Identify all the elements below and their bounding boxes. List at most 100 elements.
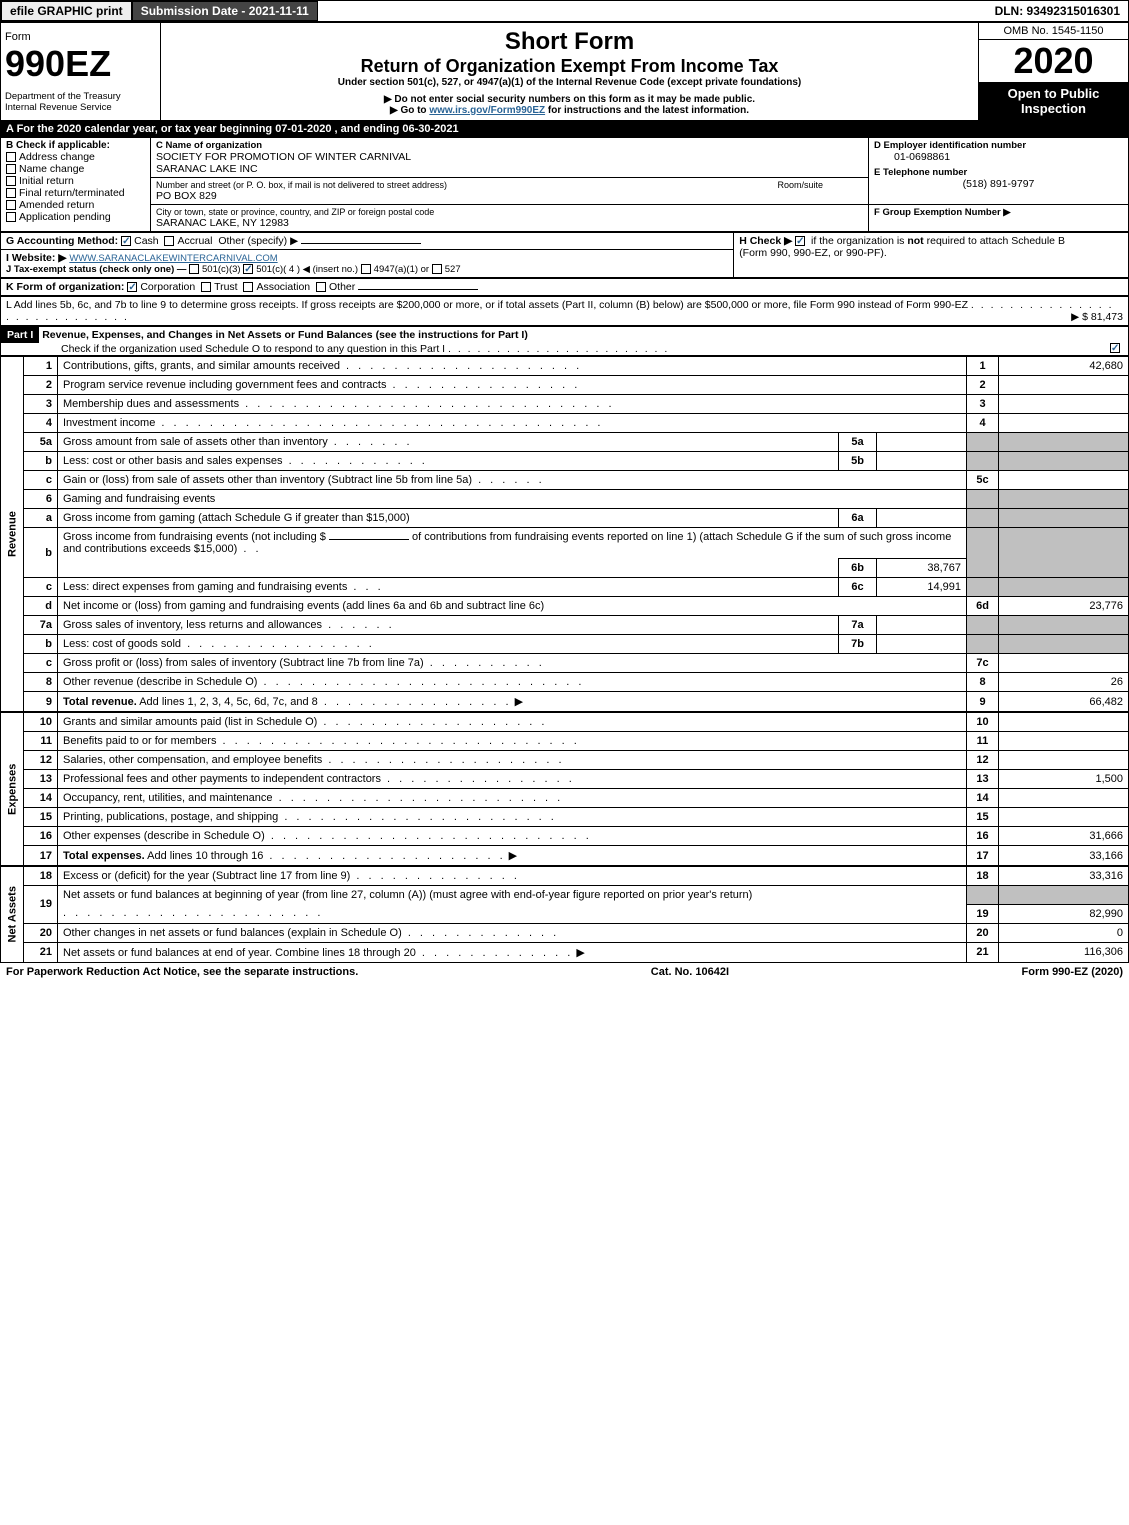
org-name-2: SARANAC LAKE INC xyxy=(156,163,863,175)
line-4-val xyxy=(999,414,1129,433)
line-6b-sub: 6b xyxy=(839,559,877,578)
line-20-desc: Other changes in net assets or fund bala… xyxy=(58,923,967,942)
check-address-change[interactable]: Address change xyxy=(6,151,145,163)
footer-left: For Paperwork Reduction Act Notice, see … xyxy=(6,966,358,978)
line-11-desc: Benefits paid to or for members . . . . … xyxy=(58,732,967,751)
irs-link[interactable]: www.irs.gov/Form990EZ xyxy=(429,105,545,116)
phone-value: (518) 891-9797 xyxy=(874,178,1123,190)
line-6b-rnum-gray xyxy=(967,528,999,578)
line-14-rnum: 14 xyxy=(967,789,999,808)
line-20-val: 0 xyxy=(999,923,1129,942)
check-501c[interactable] xyxy=(243,264,253,274)
expenses-table: Expenses 10 Grants and similar amounts p… xyxy=(0,712,1129,866)
line-6c-val-gray xyxy=(999,578,1129,597)
line-6-desc: Gaming and fundraising events xyxy=(58,490,967,509)
check-501c3[interactable] xyxy=(189,264,199,274)
line-7b-sub: 7b xyxy=(839,635,877,654)
part-i-title: Revenue, Expenses, and Changes in Net As… xyxy=(42,329,528,341)
section-h-title: H Check ▶ xyxy=(739,235,792,247)
line-13-val: 1,500 xyxy=(999,770,1129,789)
line-6b-blank-field[interactable] xyxy=(329,539,409,540)
line-1-desc: Contributions, gifts, grants, and simila… xyxy=(58,357,967,376)
check-association[interactable] xyxy=(243,282,253,292)
top-bar: efile GRAPHIC print Submission Date - 20… xyxy=(0,0,1129,22)
line-17-desc: Total expenses. Add lines 10 through 16 … xyxy=(58,846,967,866)
check-corporation[interactable] xyxy=(127,282,137,292)
line-6-rnum-gray xyxy=(967,490,999,509)
submission-date-button[interactable]: Submission Date - 2021-11-11 xyxy=(132,1,318,21)
line-18-val: 33,316 xyxy=(999,867,1129,886)
line-7c-desc: Gross profit or (loss) from sales of inv… xyxy=(58,654,967,673)
part-i-check-text: Check if the organization used Schedule … xyxy=(61,343,445,355)
line-17-rnum: 17 xyxy=(967,846,999,866)
line-4-rnum: 4 xyxy=(967,414,999,433)
line-15-val xyxy=(999,808,1129,827)
line-18-rnum: 18 xyxy=(967,867,999,886)
check-other-org[interactable] xyxy=(316,282,326,292)
check-initial-return[interactable]: Initial return xyxy=(6,175,145,187)
website-link[interactable]: WWW.SARANACLAKEWINTERCARNIVAL.COM xyxy=(69,253,277,264)
line-6b-val-gray xyxy=(999,528,1129,578)
revenue-label: Revenue xyxy=(1,357,24,712)
section-i-title: I Website: ▶ xyxy=(6,252,66,264)
other-specify-field[interactable] xyxy=(301,243,421,244)
line-12-val xyxy=(999,751,1129,770)
line-5c-rnum: 5c xyxy=(967,471,999,490)
check-amended-return[interactable]: Amended return xyxy=(6,199,145,211)
line-20-rnum: 20 xyxy=(967,923,999,942)
net-assets-table: Net Assets 18 Excess or (deficit) for th… xyxy=(0,866,1129,963)
line-6-val-gray xyxy=(999,490,1129,509)
tax-year: 2020 xyxy=(979,40,1128,82)
line-7a-val-gray xyxy=(999,616,1129,635)
efile-print-button[interactable]: efile GRAPHIC print xyxy=(1,1,132,21)
line-5c-val xyxy=(999,471,1129,490)
line-5b-desc: Less: cost or other basis and sales expe… xyxy=(58,452,839,471)
line-16-rnum: 16 xyxy=(967,827,999,846)
section-b-title: B Check if applicable: xyxy=(6,140,145,151)
check-name-change[interactable]: Name change xyxy=(6,163,145,175)
net-assets-label: Net Assets xyxy=(1,867,24,963)
addr-label: Number and street (or P. O. box, if mail… xyxy=(156,180,863,190)
city-label: City or town, state or province, country… xyxy=(156,207,863,217)
other-org-field[interactable] xyxy=(358,289,478,290)
section-l-text: L Add lines 5b, 6c, and 7b to line 9 to … xyxy=(6,299,968,311)
check-trust[interactable] xyxy=(201,282,211,292)
line-6b-subval: 38,767 xyxy=(877,559,967,578)
section-g-title: G Accounting Method: xyxy=(6,235,118,247)
other-specify: Other (specify) ▶ xyxy=(218,235,298,247)
line-19-rnum-gray xyxy=(967,886,999,905)
line-2-desc: Program service revenue including govern… xyxy=(58,376,967,395)
line-6d-val: 23,776 xyxy=(999,597,1129,616)
check-4947[interactable] xyxy=(361,264,371,274)
part-i-header: Part I Revenue, Expenses, and Changes in… xyxy=(0,326,1129,356)
line-21-val: 116,306 xyxy=(999,942,1129,962)
line-4-desc: Investment income . . . . . . . . . . . … xyxy=(58,414,967,433)
sections-g-h: G Accounting Method: Cash Accrual Other … xyxy=(0,232,1129,278)
line-7b-val-gray xyxy=(999,635,1129,654)
line-13-desc: Professional fees and other payments to … xyxy=(58,770,967,789)
line-6c-subval: 14,991 xyxy=(877,578,967,597)
check-cash[interactable] xyxy=(121,236,131,246)
part-i-schedule-o-check[interactable] xyxy=(1110,343,1120,353)
irs-label: Internal Revenue Service xyxy=(5,102,156,113)
city-value: SARANAC LAKE, NY 12983 xyxy=(156,217,863,229)
line-7c-val xyxy=(999,654,1129,673)
line-6c-sub: 6c xyxy=(839,578,877,597)
check-527[interactable] xyxy=(432,264,442,274)
section-l: L Add lines 5b, 6c, and 7b to line 9 to … xyxy=(0,296,1129,326)
check-application-pending[interactable]: Application pending xyxy=(6,211,145,223)
line-19-val-gray xyxy=(999,886,1129,905)
line-21-rnum: 21 xyxy=(967,942,999,962)
section-h-text2: (Form 990, 990-EZ, or 990-PF). xyxy=(739,247,887,259)
check-accrual[interactable] xyxy=(164,236,174,246)
line-10-val xyxy=(999,713,1129,732)
line-5a-subval xyxy=(877,433,967,452)
line-21-desc: Net assets or fund balances at end of ye… xyxy=(58,942,967,962)
line-10-desc: Grants and similar amounts paid (list in… xyxy=(58,713,967,732)
line-6a-desc: Gross income from gaming (attach Schedul… xyxy=(58,509,839,528)
line-6c-rnum-gray xyxy=(967,578,999,597)
check-h[interactable] xyxy=(795,236,805,246)
line-16-val: 31,666 xyxy=(999,827,1129,846)
check-final-return[interactable]: Final return/terminated xyxy=(6,187,145,199)
line-15-rnum: 15 xyxy=(967,808,999,827)
